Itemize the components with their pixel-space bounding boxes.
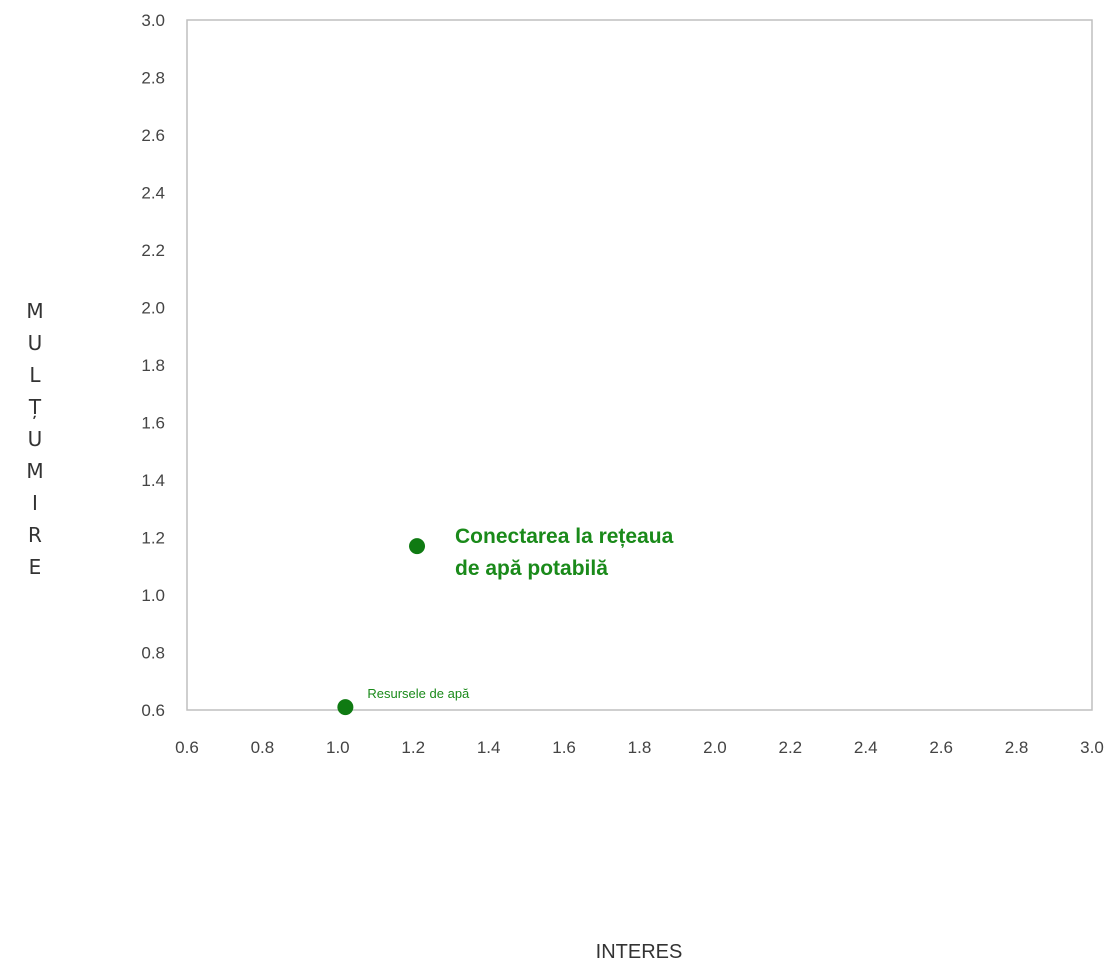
y-axis-label-letter: I [32,491,38,515]
x-tick-labels: 0.6 0.8 1.0 1.2 1.4 1.6 1.8 2.0 2.2 2.4 2.6 2.8 3.0 [175,738,1104,757]
y-axis-label-letter: M [26,299,44,323]
data-point-label: de apă potabilă [455,557,608,580]
y-tick-label: 2.2 [141,241,165,260]
y-axis-label-letter: L [29,363,41,387]
y-tick-label: 1.0 [141,586,165,605]
y-tick-label: 1.6 [141,414,165,433]
x-tick-label: 1.6 [552,738,576,757]
x-tick-label: 2.0 [703,738,727,757]
y-axis-label-letter: U [27,427,43,451]
x-tick-label: 1.4 [477,738,501,757]
y-tick-label: 2.4 [141,184,165,203]
data-point-label: Resursele de apă [367,686,470,701]
x-tick-label: 2.4 [854,738,878,757]
y-tick-label: 3.0 [141,11,165,30]
x-tick-label: 2.2 [779,738,803,757]
y-tick-label: 2.6 [141,126,165,145]
x-tick-label: 2.6 [929,738,953,757]
plot-area [186,19,1093,711]
y-axis-label-letter: M [26,459,44,483]
y-tick-label: 1.2 [141,529,165,548]
x-tick-label: 1.0 [326,738,350,757]
data-point-label: Conectarea la rețeaua [455,525,674,548]
y-tick-label: 1.4 [141,471,165,490]
data-points [337,538,426,716]
data-point-labels: Conectarea la rețeaua de apă potabilă Resu… [367,525,673,701]
x-tick-label: 2.8 [1005,738,1029,757]
y-tick-label: 0.8 [141,644,165,663]
y-tick-label: 0.6 [141,701,165,720]
x-axis-label: INTERES [596,941,683,963]
y-tick-label: 2.0 [141,299,165,318]
data-point [337,699,354,716]
data-point [409,538,426,555]
y-axis-label-letter: U [27,331,43,355]
x-tick-label: 1.8 [628,738,652,757]
y-tick-label: 2.8 [141,69,165,88]
x-tick-label: 1.2 [401,738,425,757]
y-axis-label-letter: R [28,523,42,547]
x-tick-label: 3.0 [1080,738,1104,757]
y-axis-label-letter: E [28,555,42,579]
x-tick-label: 0.8 [251,738,275,757]
y-axis-label-letter: Ț [28,395,42,419]
y-tick-labels: 0.6 0.8 1.0 1.2 1.4 1.6 1.8 2.0 2.2 2.4 2.6 2.8 3.0 [141,11,165,720]
y-tick-label: 1.8 [141,356,165,375]
x-tick-label: 0.6 [175,738,199,757]
